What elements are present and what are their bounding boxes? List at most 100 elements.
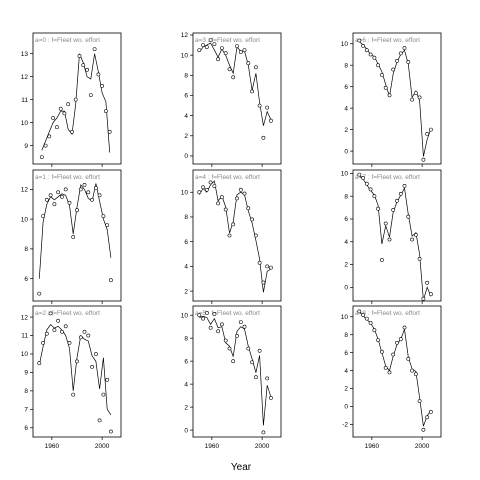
data-point (265, 264, 270, 269)
y-tick-label: 11 (21, 97, 28, 104)
y-tick-label: 4 (184, 113, 188, 120)
y-tick-label: 8 (184, 335, 188, 342)
panel-a8: a=8 : f=Fleet wo. effort -2 0 2 4 6 8 10 1960 200… (341, 305, 442, 450)
data-point (391, 67, 396, 72)
y-tick-label: 12 (181, 32, 189, 39)
y-tick-label: 10 (21, 120, 29, 127)
data-point (242, 191, 247, 196)
x-tick-label: 1960 (45, 443, 60, 450)
data-point (410, 368, 415, 373)
data-point (73, 97, 78, 102)
data-point (428, 127, 433, 132)
y-tick-label: 12 (21, 187, 29, 194)
data-point (37, 291, 42, 296)
y-tick-label: 10 (181, 52, 189, 59)
y-tick-label: 8 (184, 73, 188, 80)
data-point (357, 38, 362, 43)
data-point (413, 232, 418, 237)
data-point (235, 196, 239, 201)
panel-label: a=1 : f=Fleet wo. effort (35, 174, 100, 181)
y-tick-label: -2 (342, 422, 348, 429)
data-point (242, 324, 247, 329)
data-point (376, 206, 381, 211)
x-tick-label: 2000 (95, 443, 110, 450)
data-point (265, 376, 270, 381)
data-point (107, 129, 112, 134)
panel-a3: a=3 : f=Fleet wo. effort 0 2 4 6 8 10 12 (181, 32, 282, 167)
data-point (428, 292, 433, 297)
data-point (208, 325, 213, 330)
data-point (387, 237, 392, 242)
y-tick-label: 4 (344, 368, 348, 375)
data-point (92, 47, 97, 52)
x-tick-label: 2000 (255, 443, 270, 450)
data-point (268, 395, 273, 400)
data-point (101, 392, 106, 397)
data-point (257, 348, 262, 353)
data-point (197, 313, 202, 318)
data-point (60, 194, 64, 199)
data-point (413, 372, 418, 377)
y-tick-label: 10 (181, 312, 189, 319)
y-tick-label: 4 (344, 105, 348, 112)
data-point (94, 185, 98, 190)
y-tick-label: 10 (21, 351, 29, 358)
x-axis-label: Year (231, 462, 252, 473)
y-tick-label: 2 (184, 404, 188, 411)
data-point (82, 182, 87, 187)
y-tick-label: 10 (341, 314, 349, 321)
data-point (235, 44, 239, 49)
data-point (227, 233, 232, 238)
data-point (55, 125, 59, 130)
data-point (231, 222, 236, 227)
fitted-line (41, 53, 111, 153)
data-point (71, 235, 76, 239)
data-point (43, 143, 48, 148)
data-point (253, 233, 258, 238)
panel-a2: a=2 : f=Fleet wo. effort 6 7 8 9 10 11 12 1960 20… (21, 305, 122, 450)
panel-frame (352, 169, 442, 302)
data-point (212, 184, 217, 189)
fitted-line (199, 315, 272, 426)
y-tick-label: 8 (184, 214, 188, 221)
data-point (41, 214, 46, 219)
y-tick-label: 4 (344, 239, 348, 246)
y-tick-label: 2 (184, 288, 188, 295)
data-point (417, 256, 422, 261)
panel-label: a=8 : f=Fleet wo. effort (355, 310, 420, 317)
data-point (41, 340, 46, 345)
y-tick-label: 8 (344, 62, 348, 69)
x-tick-label: 1960 (205, 443, 220, 450)
data-point (223, 207, 228, 212)
data-point (417, 399, 422, 404)
panel-a7: a=7 : f=Fleet wo. effort 0 2 4 6 8 10 (341, 169, 442, 304)
data-point (410, 97, 415, 102)
data-point (227, 346, 232, 351)
data-point (368, 187, 373, 192)
data-point (88, 93, 93, 98)
panel-label: a=5 : f=Fleet wo. effort (195, 310, 260, 317)
y-tick-label: 6 (24, 425, 28, 432)
data-point (70, 129, 74, 134)
y-tick-label: 6 (344, 350, 348, 357)
data-point (51, 116, 56, 120)
data-point (242, 48, 247, 53)
data-point (75, 208, 79, 213)
data-point (406, 60, 411, 64)
x-tick-label: 1960 (365, 443, 380, 450)
data-point (101, 214, 106, 219)
data-point (238, 187, 243, 192)
data-point (421, 157, 426, 162)
data-point (257, 260, 262, 265)
data-point (421, 427, 426, 432)
y-tick-label: 9 (24, 143, 28, 150)
data-point (104, 109, 108, 114)
y-tick-label: 13 (21, 51, 29, 58)
y-tick-label: 6 (184, 239, 188, 246)
data-point (379, 349, 384, 354)
data-point (37, 361, 42, 366)
panel-frame (192, 169, 282, 302)
data-point (81, 63, 86, 68)
data-point (268, 265, 273, 270)
y-tick-label: 2 (344, 262, 348, 269)
